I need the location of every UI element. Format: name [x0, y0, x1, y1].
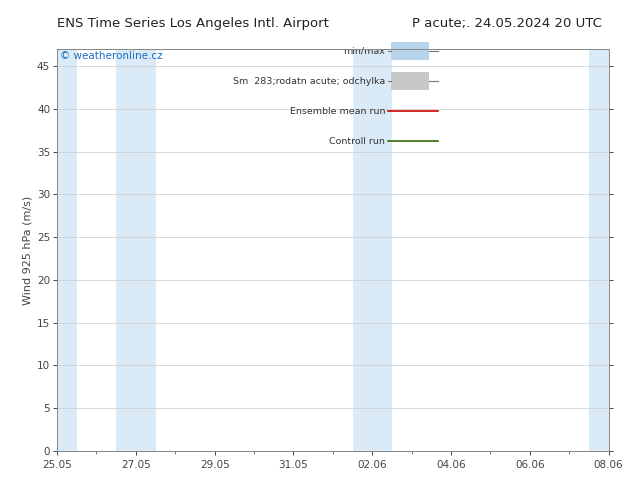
Text: Ensemble mean run: Ensemble mean run [290, 107, 385, 116]
Text: P acute;. 24.05.2024 20 UTC: P acute;. 24.05.2024 20 UTC [412, 17, 602, 30]
Bar [57, 49, 77, 451]
Text: Controll run: Controll run [330, 137, 385, 146]
Text: ENS Time Series Los Angeles Intl. Airport: ENS Time Series Los Angeles Intl. Airpor… [57, 17, 329, 30]
Text: min/max: min/max [344, 47, 385, 55]
Text: © weatheronline.cz: © weatheronline.cz [60, 51, 162, 61]
Text: Sm  283;rodatn acute; odchylka: Sm 283;rodatn acute; odchylka [233, 76, 385, 86]
Y-axis label: Wind 925 hPa (m/s): Wind 925 hPa (m/s) [23, 196, 33, 304]
Bar [116, 49, 155, 451]
Bar [391, 73, 429, 90]
Bar [391, 42, 429, 60]
Bar [589, 49, 609, 451]
Bar [353, 49, 392, 451]
